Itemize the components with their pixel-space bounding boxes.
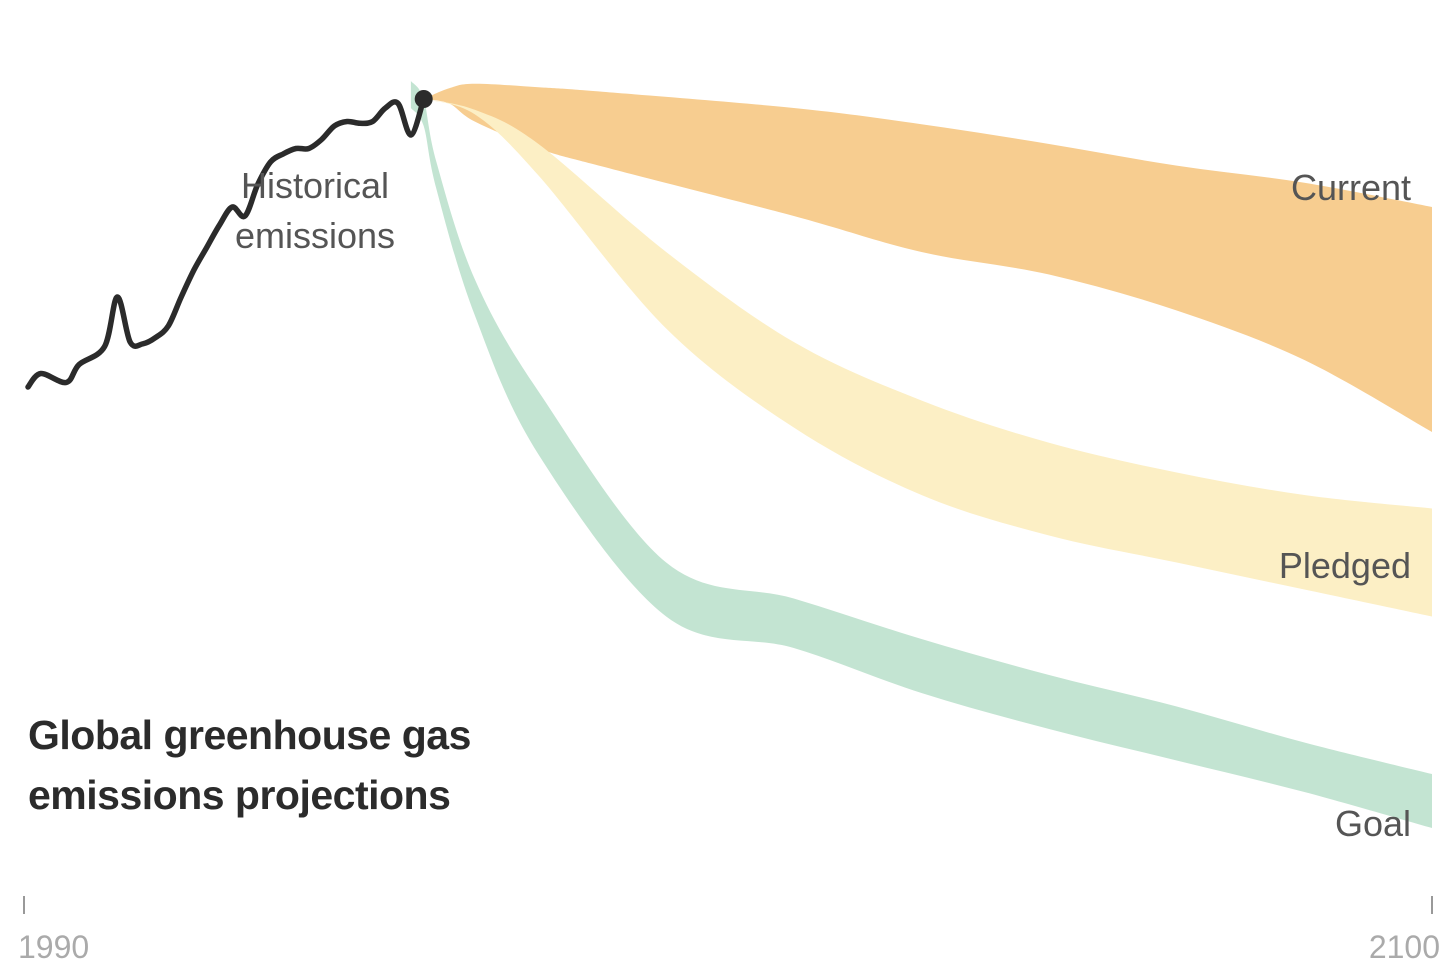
x-tick-label-1990: 1990 — [18, 929, 89, 965]
projection-bands — [410, 81, 1432, 828]
x-tick-label-2100: 2100 — [1369, 929, 1440, 965]
historical-endpoint-dot — [414, 90, 433, 108]
historical-line-group — [25, 90, 433, 390]
band-goal — [410, 81, 1432, 828]
series-labels: Historical emissions Current Pledged Goal — [235, 165, 1411, 844]
series-label-current: Current — [1291, 167, 1411, 208]
historical-emissions-line — [25, 96, 427, 390]
series-label-goal: Goal — [1335, 803, 1411, 844]
series-label-pledged: Pledged — [1279, 545, 1411, 586]
band-pledged — [423, 99, 1432, 617]
x-axis: 1990 2100 — [18, 896, 1440, 965]
band-current — [423, 83, 1432, 433]
historical-emissions-label: Historical emissions — [235, 165, 395, 256]
chart-title: Global greenhouse gas emissions projecti… — [28, 712, 471, 818]
